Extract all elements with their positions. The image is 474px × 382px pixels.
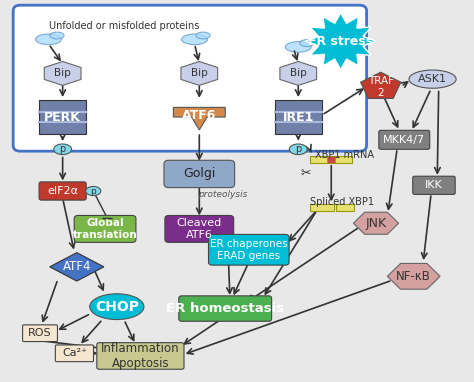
Ellipse shape: [285, 42, 311, 52]
FancyBboxPatch shape: [179, 296, 272, 321]
Text: ER stress: ER stress: [308, 35, 373, 48]
Ellipse shape: [54, 144, 72, 155]
Polygon shape: [280, 62, 317, 86]
Ellipse shape: [182, 34, 208, 45]
Text: ROS: ROS: [28, 328, 52, 338]
Polygon shape: [50, 253, 104, 281]
FancyBboxPatch shape: [164, 160, 235, 188]
Ellipse shape: [86, 186, 101, 196]
Text: Unfolded or misfolded proteins: Unfolded or misfolded proteins: [49, 21, 199, 31]
Text: Spliced XBP1: Spliced XBP1: [310, 197, 374, 207]
Polygon shape: [305, 13, 376, 70]
Bar: [39, 100, 86, 134]
FancyBboxPatch shape: [413, 176, 455, 194]
FancyBboxPatch shape: [13, 5, 366, 151]
Text: ATF6: ATF6: [182, 109, 217, 122]
FancyBboxPatch shape: [165, 215, 234, 243]
Polygon shape: [181, 62, 218, 86]
Text: XBP1 mRNA: XBP1 mRNA: [315, 150, 374, 160]
Text: ER chaperones
ERAD genes: ER chaperones ERAD genes: [210, 239, 288, 261]
Text: proteolysis: proteolysis: [198, 190, 247, 199]
Ellipse shape: [300, 40, 314, 47]
Text: IRE1: IRE1: [283, 110, 314, 123]
FancyBboxPatch shape: [23, 325, 57, 342]
FancyBboxPatch shape: [55, 345, 93, 362]
Ellipse shape: [289, 144, 307, 155]
Bar: [327, 156, 335, 163]
Text: Golgi: Golgi: [183, 167, 216, 180]
Text: JNK: JNK: [365, 217, 387, 230]
Ellipse shape: [409, 70, 456, 88]
Text: PERK: PERK: [44, 110, 81, 123]
Text: eIF2α: eIF2α: [47, 186, 78, 196]
Bar: [275, 100, 322, 134]
Text: NF-κB: NF-κB: [396, 270, 431, 283]
Text: Global
translation: Global translation: [73, 218, 137, 240]
Polygon shape: [361, 72, 401, 99]
Text: Bip: Bip: [290, 68, 307, 78]
FancyBboxPatch shape: [97, 343, 184, 369]
FancyBboxPatch shape: [39, 182, 86, 200]
Text: Inflammation
Apoptosis: Inflammation Apoptosis: [101, 342, 180, 370]
Text: TRAF
2: TRAF 2: [368, 76, 394, 97]
Text: Cleaved
ATF6: Cleaved ATF6: [177, 218, 222, 240]
Text: p: p: [295, 144, 301, 154]
Ellipse shape: [196, 32, 210, 39]
Text: CHOP: CHOP: [95, 299, 139, 314]
Bar: [310, 156, 353, 163]
Text: ER homeostasis: ER homeostasis: [166, 302, 284, 315]
FancyBboxPatch shape: [379, 130, 430, 149]
Polygon shape: [354, 212, 399, 234]
Ellipse shape: [50, 32, 64, 39]
Polygon shape: [44, 62, 81, 86]
Bar: [310, 204, 334, 211]
Ellipse shape: [90, 294, 144, 320]
Text: MKK4/7: MKK4/7: [383, 135, 425, 145]
Bar: [336, 204, 354, 211]
Text: IKK: IKK: [425, 180, 443, 190]
Polygon shape: [173, 107, 225, 130]
FancyBboxPatch shape: [74, 215, 136, 243]
Text: Bip: Bip: [54, 68, 71, 78]
FancyBboxPatch shape: [209, 235, 289, 265]
Text: ATF4: ATF4: [63, 261, 91, 274]
Text: Bip: Bip: [191, 68, 208, 78]
Ellipse shape: [36, 34, 62, 45]
Text: p: p: [60, 144, 66, 154]
Text: p: p: [91, 186, 96, 196]
Text: Ca²⁺: Ca²⁺: [62, 348, 87, 358]
Text: ASK1: ASK1: [418, 74, 447, 84]
Text: ✂: ✂: [300, 167, 310, 180]
Polygon shape: [387, 264, 440, 289]
